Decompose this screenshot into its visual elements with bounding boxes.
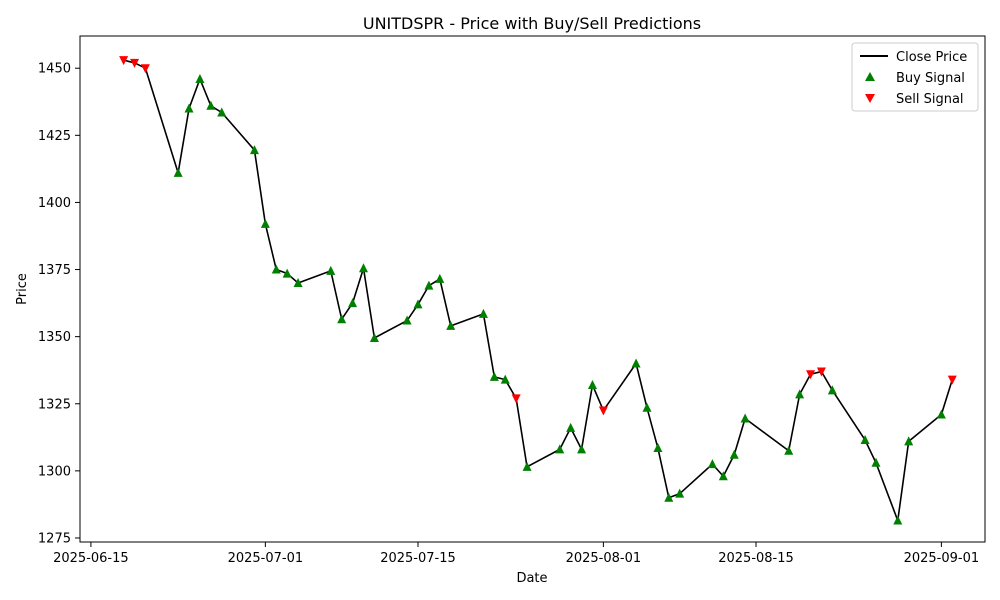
buy-signal-marker xyxy=(260,218,270,228)
y-axis-title: Price xyxy=(15,273,30,305)
buy-signal-marker xyxy=(675,488,685,498)
buy-signal-marker xyxy=(936,409,946,419)
sell-signal-marker xyxy=(598,406,608,416)
buy-signal-marker xyxy=(566,422,576,432)
x-tick-label: 2025-09-01 xyxy=(904,551,980,566)
legend-label-sell: Sell Signal xyxy=(896,92,964,107)
x-axis: 2025-06-15 2025-07-01 2025-07-15 2025-08-01… xyxy=(53,542,979,566)
buy-signal-marker xyxy=(348,298,358,308)
y-tick-label: 1375 xyxy=(38,263,71,278)
legend-box xyxy=(851,42,979,112)
sell-signal-marker xyxy=(140,64,150,74)
y-axis: 1275 1300 1325 1350 1375 1400 1425 1450 xyxy=(38,62,80,546)
buy-signal-marker xyxy=(522,461,532,471)
buy-signal-marker xyxy=(195,73,205,83)
buy-signal-marker xyxy=(860,434,870,444)
y-tick-label: 1300 xyxy=(38,464,71,479)
plot-area xyxy=(80,36,985,542)
sell-signal-marker xyxy=(511,394,521,404)
buy-signal-marker xyxy=(653,443,663,453)
y-tick-label: 1325 xyxy=(38,397,71,412)
x-tick-label: 2025-08-15 xyxy=(718,551,794,566)
signal-markers-layer xyxy=(119,56,957,525)
sell-signal-marker xyxy=(947,375,957,385)
buy-signal-marker xyxy=(293,277,303,287)
buy-signal-marker xyxy=(435,273,445,283)
x-tick-label: 2025-08-01 xyxy=(566,551,642,566)
buy-signal-marker xyxy=(489,371,499,381)
x-tick-label: 2025-06-15 xyxy=(53,551,129,566)
buy-signal-marker xyxy=(217,107,227,117)
buy-signal-marker xyxy=(664,492,674,502)
buy-signal-marker xyxy=(904,436,914,446)
buy-signal-marker xyxy=(369,332,379,342)
sell-signal-marker xyxy=(130,58,140,68)
y-tick-label: 1275 xyxy=(38,531,71,546)
buy-signal-marker xyxy=(555,444,565,454)
buy-signal-marker xyxy=(587,379,597,389)
buy-signal-marker xyxy=(784,445,794,455)
buy-signal-marker xyxy=(795,389,805,399)
legend-buy-marker xyxy=(865,72,875,81)
buy-signal-marker xyxy=(249,145,259,155)
buy-signal-marker xyxy=(893,515,903,525)
legend-label-buy: Buy Signal xyxy=(896,71,965,86)
chart-title: UNITDSPR - Price with Buy/Sell Predictio… xyxy=(363,14,701,33)
legend-label-close: Close Price xyxy=(896,50,967,65)
x-tick-label: 2025-07-01 xyxy=(228,551,304,566)
legend: Close Price Buy Signal Sell Signal xyxy=(851,42,979,112)
legend-sell-marker xyxy=(865,94,875,103)
buy-signal-marker xyxy=(206,100,216,110)
buy-signal-marker xyxy=(827,385,837,395)
sell-signal-marker xyxy=(806,370,816,380)
buy-signal-marker xyxy=(718,471,728,481)
buy-signal-marker xyxy=(631,358,641,368)
buy-signal-marker xyxy=(402,315,412,325)
x-tick-label: 2025-07-15 xyxy=(380,551,456,566)
buy-signal-marker xyxy=(173,167,183,177)
buy-signal-marker xyxy=(642,402,652,412)
x-axis-title: Date xyxy=(516,571,547,586)
buy-signal-marker xyxy=(478,308,488,318)
buy-signal-marker xyxy=(337,314,347,324)
buy-signal-marker xyxy=(729,449,739,459)
buy-signal-marker xyxy=(740,413,750,423)
buy-signal-marker xyxy=(326,265,336,275)
plot-frame xyxy=(79,35,986,543)
sell-signal-marker xyxy=(119,56,129,66)
buy-signal-marker xyxy=(282,268,292,278)
buy-signal-marker xyxy=(577,444,587,454)
y-tick-label: 1425 xyxy=(38,129,71,144)
buy-signal-marker xyxy=(871,457,881,467)
buy-signal-marker xyxy=(413,299,423,309)
sell-signal-marker xyxy=(816,367,826,377)
buy-signal-marker xyxy=(446,320,456,330)
buy-signal-marker xyxy=(424,280,434,290)
buy-signal-marker xyxy=(707,459,717,469)
buy-signal-marker xyxy=(500,374,510,384)
y-tick-label: 1350 xyxy=(38,330,71,345)
y-tick-label: 1400 xyxy=(38,196,71,211)
buy-signal-marker xyxy=(184,103,194,113)
y-tick-label: 1450 xyxy=(38,62,71,77)
buy-signal-marker xyxy=(358,263,368,273)
buy-signal-marker xyxy=(271,264,281,274)
